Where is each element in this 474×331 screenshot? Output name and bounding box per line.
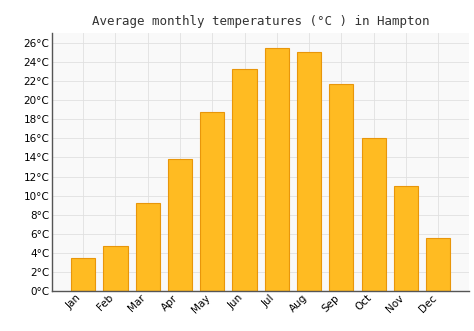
Bar (232, 70, 256, 291)
Bar (168, 159, 192, 291)
Bar (200, 112, 224, 291)
Bar (136, 203, 160, 291)
Bar (71, 258, 95, 291)
Bar (103, 246, 128, 291)
Bar (329, 84, 354, 291)
Title: Average monthly temperatures (°C ) in Hampton: Average monthly temperatures (°C ) in Ha… (92, 15, 429, 28)
Bar (362, 138, 386, 291)
Bar (426, 238, 450, 291)
Bar (297, 52, 321, 291)
Bar (394, 186, 418, 291)
Bar (265, 48, 289, 291)
